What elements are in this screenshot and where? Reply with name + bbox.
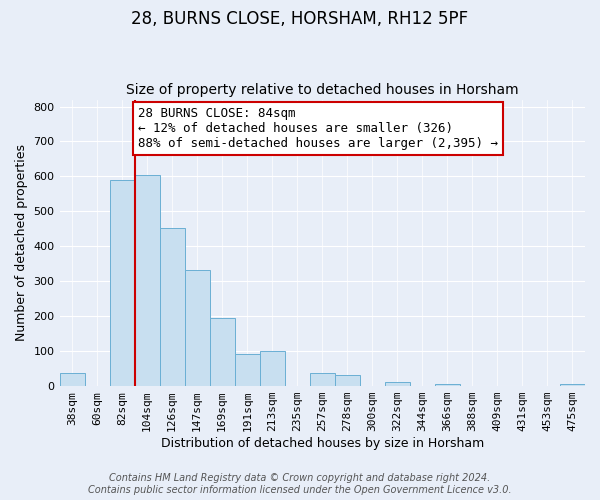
Bar bbox=[160, 228, 185, 386]
Bar bbox=[335, 375, 360, 386]
Bar bbox=[134, 176, 160, 386]
Text: 28, BURNS CLOSE, HORSHAM, RH12 5PF: 28, BURNS CLOSE, HORSHAM, RH12 5PF bbox=[131, 10, 469, 28]
Bar bbox=[235, 354, 260, 386]
Bar bbox=[385, 382, 410, 386]
Text: Contains HM Land Registry data © Crown copyright and database right 2024.
Contai: Contains HM Land Registry data © Crown c… bbox=[88, 474, 512, 495]
Bar bbox=[209, 318, 235, 386]
Bar bbox=[560, 384, 585, 386]
Title: Size of property relative to detached houses in Horsham: Size of property relative to detached ho… bbox=[126, 83, 518, 97]
Bar bbox=[435, 384, 460, 386]
Y-axis label: Number of detached properties: Number of detached properties bbox=[15, 144, 28, 342]
Bar bbox=[310, 373, 335, 386]
Bar bbox=[110, 180, 134, 386]
Bar bbox=[260, 351, 285, 386]
Bar bbox=[185, 270, 209, 386]
Bar bbox=[59, 373, 85, 386]
X-axis label: Distribution of detached houses by size in Horsham: Distribution of detached houses by size … bbox=[161, 437, 484, 450]
Text: 28 BURNS CLOSE: 84sqm
← 12% of detached houses are smaller (326)
88% of semi-det: 28 BURNS CLOSE: 84sqm ← 12% of detached … bbox=[139, 106, 499, 150]
